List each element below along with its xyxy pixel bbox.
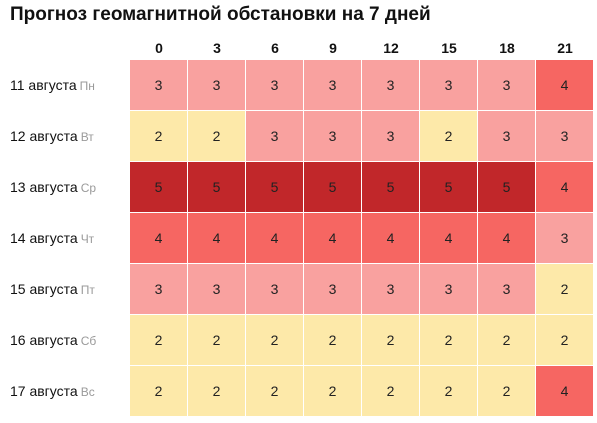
forecast-cell: 5 — [130, 162, 187, 212]
weekday-label: Вт — [80, 130, 94, 144]
forecast-cell: 4 — [304, 213, 361, 263]
weekday-label: Сб — [80, 334, 97, 348]
forecast-cell: 2 — [536, 264, 593, 314]
forecast-cell: 2 — [420, 111, 477, 161]
forecast-cell: 4 — [536, 162, 593, 212]
forecast-cell: 5 — [420, 162, 477, 212]
forecast-cell: 2 — [304, 315, 361, 365]
forecast-cell: 2 — [130, 315, 187, 365]
date-label: 11 августа Пн — [10, 60, 95, 111]
forecast-cell: 2 — [536, 315, 593, 365]
forecast-cell: 3 — [130, 60, 187, 110]
forecast-cell: 5 — [246, 162, 303, 212]
forecast-cell: 3 — [478, 60, 535, 110]
forecast-cell: 4 — [478, 213, 535, 263]
date-label: 17 августа Вс — [10, 366, 95, 417]
date-label: 14 августа Чт — [10, 213, 94, 264]
forecast-cell: 5 — [304, 162, 361, 212]
forecast-cell: 3 — [304, 60, 361, 110]
date-text: 16 августа — [10, 332, 78, 348]
weekday-label: Вс — [80, 385, 95, 399]
hour-label: 0 — [155, 40, 163, 56]
hour-label: 12 — [383, 40, 399, 56]
forecast-cell: 2 — [188, 111, 245, 161]
forecast-cell: 2 — [362, 315, 419, 365]
weekday-label: Пт — [80, 283, 95, 297]
forecast-cell: 3 — [536, 213, 593, 263]
forecast-cell: 4 — [420, 213, 477, 263]
forecast-cell: 4 — [536, 366, 593, 416]
forecast-cell: 3 — [246, 111, 303, 161]
date-label: 12 августа Вт — [10, 111, 94, 162]
date-text: 15 августа — [10, 281, 78, 297]
forecast-cell: 2 — [130, 111, 187, 161]
date-label: 13 августа Ср — [10, 162, 96, 213]
forecast-cell: 4 — [188, 213, 245, 263]
date-text: 14 августа — [10, 230, 78, 246]
forecast-cell: 2 — [478, 315, 535, 365]
weekday-label: Чт — [80, 232, 95, 246]
forecast-cell: 2 — [478, 366, 535, 416]
forecast-cell: 3 — [188, 264, 245, 314]
forecast-cell: 3 — [478, 264, 535, 314]
date-label: 16 августа Сб — [10, 315, 96, 366]
forecast-cell: 4 — [536, 60, 593, 110]
forecast-cell: 3 — [362, 111, 419, 161]
forecast-cell: 3 — [478, 111, 535, 161]
forecast-cell: 2 — [188, 366, 245, 416]
hour-label: 15 — [441, 40, 457, 56]
date-text: 13 августа — [10, 179, 78, 195]
date-text: 17 августа — [10, 383, 78, 399]
forecast-cell: 3 — [420, 60, 477, 110]
date-text: 12 августа — [10, 128, 78, 144]
forecast-cell: 2 — [246, 315, 303, 365]
forecast-cell: 2 — [420, 315, 477, 365]
hour-label: 3 — [213, 40, 221, 56]
hour-label: 6 — [271, 40, 279, 56]
forecast-cell: 3 — [304, 264, 361, 314]
forecast-cell: 5 — [362, 162, 419, 212]
weekday-label: Ср — [80, 181, 97, 195]
forecast-cell: 2 — [246, 366, 303, 416]
forecast-cell: 4 — [130, 213, 187, 263]
forecast-cell: 5 — [188, 162, 245, 212]
hour-label: 21 — [557, 40, 573, 56]
forecast-cell: 3 — [188, 60, 245, 110]
forecast-cell: 3 — [362, 264, 419, 314]
forecast-cell: 3 — [362, 60, 419, 110]
page-title: Прогноз геомагнитной обстановки на 7 дне… — [10, 4, 431, 25]
forecast-cell: 3 — [130, 264, 187, 314]
hour-label: 9 — [329, 40, 337, 56]
forecast-cell: 3 — [420, 264, 477, 314]
forecast-cell: 2 — [130, 366, 187, 416]
date-text: 11 августа — [10, 77, 77, 93]
weekday-label: Пн — [79, 79, 95, 93]
hour-label: 18 — [499, 40, 515, 56]
forecast-cell: 2 — [362, 366, 419, 416]
forecast-cell: 4 — [246, 213, 303, 263]
forecast-cell: 2 — [188, 315, 245, 365]
forecast-cell: 3 — [304, 111, 361, 161]
forecast-cell: 4 — [362, 213, 419, 263]
date-label: 15 августа Пт — [10, 264, 95, 315]
forecast-cell: 5 — [478, 162, 535, 212]
forecast-cell: 3 — [246, 60, 303, 110]
forecast-cell: 3 — [536, 111, 593, 161]
forecast-cell: 2 — [420, 366, 477, 416]
forecast-cell: 3 — [246, 264, 303, 314]
forecast-cell: 2 — [304, 366, 361, 416]
